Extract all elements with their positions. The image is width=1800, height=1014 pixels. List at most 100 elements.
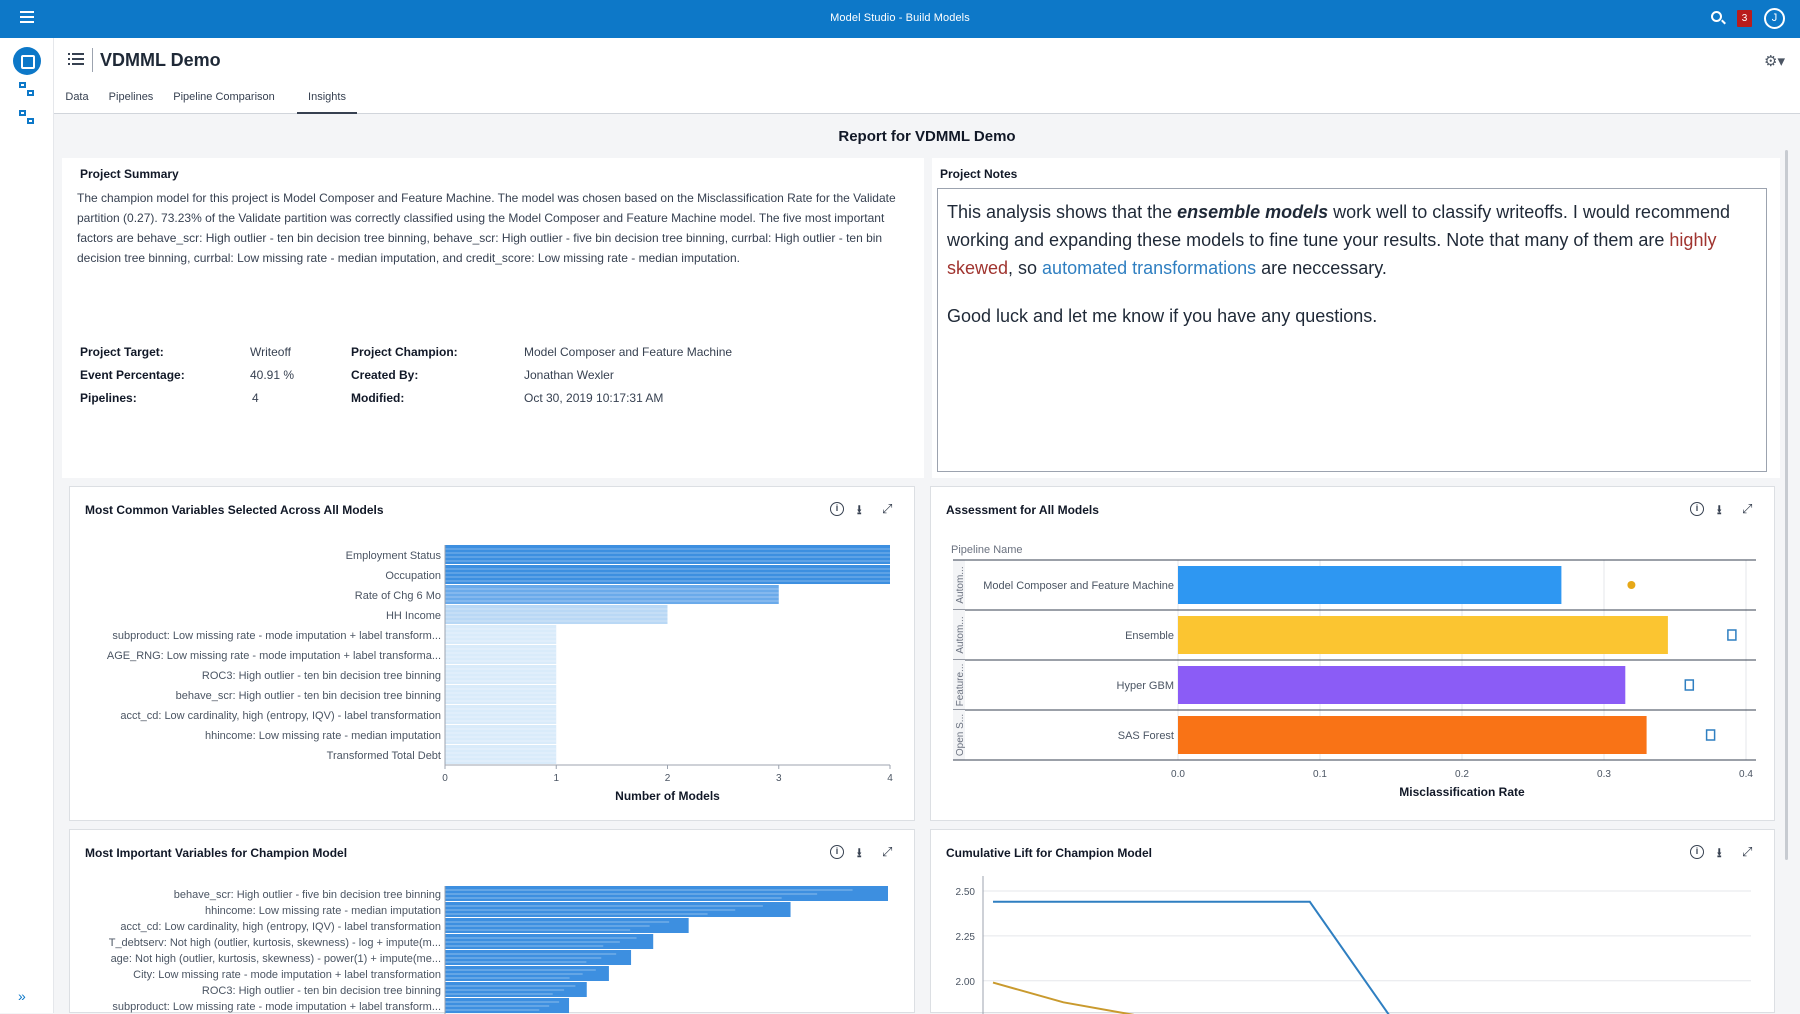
- expand-icon[interactable]: ⤢: [882, 844, 893, 859]
- created-value: Jonathan Wexler: [524, 368, 614, 382]
- card-title: Cumulative Lift for Champion Model: [946, 846, 1152, 860]
- event-value: 40.91 %: [250, 368, 295, 382]
- page-title: VDMML Demo: [100, 50, 221, 70]
- target-value: Writeoff: [250, 345, 291, 359]
- divider: [92, 48, 93, 72]
- group-label: Autom...: [955, 566, 966, 603]
- notes-paragraph-1: This analysis shows that the ensemble mo…: [947, 198, 1757, 282]
- projects-icon[interactable]: [13, 47, 41, 75]
- category-label: acct_cd: Low cardinality, high (entropy,…: [120, 710, 441, 722]
- bar: [445, 934, 654, 949]
- group-band: [953, 560, 965, 610]
- notes-highlight-blue: automated transformations: [1042, 258, 1257, 278]
- download-icon[interactable]: ⭳: [1717, 845, 1722, 860]
- bar: [1178, 566, 1562, 604]
- page-scrollbar[interactable]: [1785, 150, 1788, 860]
- category-label: City: Low missing rate - mode imputation…: [133, 969, 441, 981]
- champion-value: Model Composer and Feature Machine: [524, 345, 733, 359]
- report-title: Report for VDMML Demo: [838, 128, 1016, 145]
- app-title: Model Studio - Build Models: [830, 12, 970, 24]
- expand-icon[interactable]: ⤢: [1742, 844, 1753, 859]
- expand-nav-icon[interactable]: »: [18, 988, 26, 1004]
- category-label: acct_cd: Low cardinality, high (entropy,…: [120, 921, 441, 933]
- category-label: hhincome: Low missing rate - median impu…: [205, 905, 441, 917]
- download-icon[interactable]: ⭳: [857, 845, 862, 860]
- bar: [445, 625, 557, 644]
- card-title: Most Important Variables for Champion Mo…: [85, 846, 348, 860]
- card-tools: i ⭳ ⤢: [1690, 501, 1760, 519]
- bar: [445, 950, 632, 965]
- cumulative-lift-chart: 2.502.252.001.75: [956, 876, 1751, 1014]
- download-icon[interactable]: ⭳: [857, 502, 862, 517]
- bar: [445, 745, 557, 764]
- group-label: Autom...: [955, 616, 966, 653]
- info-icon[interactable]: i: [1690, 502, 1704, 516]
- project-notes: Project Notes This analysis shows that t…: [932, 158, 1780, 478]
- info-icon[interactable]: i: [830, 502, 844, 516]
- notes-text: work well to classify writeoffs. I would…: [947, 202, 1730, 250]
- card-title: Assessment for All Models: [946, 503, 1099, 517]
- tab-pipeline-comparison[interactable]: Pipeline Comparison: [173, 91, 275, 103]
- x-tick-label: 2: [665, 773, 671, 784]
- y-tick-label: 2.50: [956, 887, 976, 898]
- category-label: ROC3: High outlier - ten bin decision tr…: [202, 985, 441, 997]
- category-label: T_debtserv: Not high (outlier, kurtosis,…: [109, 937, 441, 949]
- expand-icon[interactable]: ⤢: [882, 501, 893, 516]
- series-line: [992, 981, 1137, 1014]
- assessment-card: Pipeline Name 0.0 0.1 0.2 0.3 0.4 Autom... Mode…: [930, 486, 1775, 821]
- column-header: Pipeline Name: [951, 544, 1023, 556]
- search-icon[interactable]: [1711, 11, 1722, 22]
- category-label: behave_scr: High outlier - ten bin decis…: [176, 690, 441, 702]
- notification-badge[interactable]: 3: [1737, 10, 1752, 27]
- download-icon[interactable]: ⭳: [1717, 502, 1722, 517]
- main-menu-icon[interactable]: [20, 11, 34, 23]
- category-label: ROC3: High outlier - ten bin decision tr…: [202, 670, 441, 682]
- bookmark-icon: [1727, 629, 1737, 641]
- important-variables-chart: behave_scr: High outlier - five bin deci…: [109, 886, 888, 1014]
- category-label: age: Not high (outlier, kurtosis, skewne…: [111, 953, 441, 965]
- category-label: Occupation: [385, 570, 441, 582]
- expand-icon[interactable]: ⤢: [1742, 501, 1753, 516]
- notes-text: are neccessary.: [1256, 258, 1387, 278]
- modified-value: Oct 30, 2019 10:17:31 AM: [524, 391, 664, 405]
- bar: [1178, 716, 1647, 754]
- left-nav: »: [0, 38, 54, 1013]
- x-axis-label: Misclassification Rate: [1399, 785, 1525, 799]
- champion-label: Project Champion:: [351, 345, 458, 359]
- series-line: [993, 900, 1390, 1014]
- card-title: Most Common Variables Selected Across Al…: [85, 503, 384, 517]
- category-label: HH Income: [386, 610, 441, 622]
- x-tick-label: 0: [442, 773, 448, 784]
- card-tools: i ⭳ ⤢: [830, 844, 900, 862]
- category-label: hhincome: Low missing rate - median impu…: [205, 730, 441, 742]
- x-tick-label: 0.3: [1597, 769, 1611, 780]
- category-label: subproduct: Low missing rate - mode impu…: [112, 630, 441, 642]
- bar: [445, 545, 890, 564]
- bar: [445, 982, 587, 997]
- bar: [445, 725, 557, 744]
- tab-insights[interactable]: Insights: [297, 82, 357, 114]
- user-avatar[interactable]: J: [1764, 8, 1785, 29]
- bar: [1178, 666, 1626, 704]
- tab-pipelines[interactable]: Pipelines: [108, 91, 154, 103]
- cumulative-lift-card: 2.502.252.001.75 Cumulative Lift for Cha…: [930, 829, 1775, 1014]
- x-tick-label: 3: [776, 773, 782, 784]
- tab-data[interactable]: Data: [65, 91, 89, 103]
- list-icon[interactable]: [68, 53, 84, 66]
- category-label: behave_scr: High outlier - five bin deci…: [174, 889, 441, 901]
- card-tools: i ⭳ ⤢: [830, 501, 900, 519]
- x-tick-label: 0.1: [1313, 769, 1327, 780]
- info-icon[interactable]: i: [1690, 845, 1704, 859]
- notes-emphasis: ensemble models: [1177, 202, 1329, 222]
- project-summary: Project Summary The champion model for t…: [62, 158, 924, 478]
- pipelines-icon[interactable]: [19, 82, 35, 98]
- x-tick-label: 4: [887, 773, 893, 784]
- notes-editor[interactable]: This analysis shows that the ensemble mo…: [937, 188, 1767, 472]
- bar: [445, 998, 570, 1013]
- bar: [445, 886, 888, 901]
- category-label: Ensemble: [1125, 630, 1174, 642]
- gear-icon[interactable]: ⚙▾: [1764, 53, 1785, 70]
- info-icon[interactable]: i: [830, 845, 844, 859]
- data-icon[interactable]: [19, 110, 35, 126]
- pipelines-value: 4: [252, 391, 259, 405]
